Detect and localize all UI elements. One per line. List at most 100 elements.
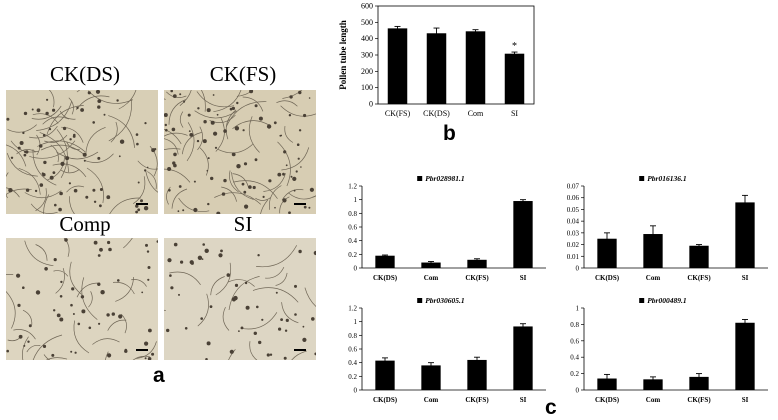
- pollen-grain: [285, 318, 289, 322]
- pollen-grain: [8, 188, 13, 193]
- y-tick-label: 200: [361, 67, 373, 76]
- pollen-tube: [164, 132, 188, 137]
- pollen-grain: [193, 180, 196, 183]
- pollen-tube: [277, 141, 291, 187]
- pollen-grain: [164, 123, 167, 127]
- pollen-tube: [30, 203, 58, 214]
- pollen-tube: [132, 355, 150, 360]
- pollen-grain: [36, 108, 41, 113]
- pollen-grain: [93, 240, 98, 245]
- pollen-grain: [41, 172, 44, 175]
- y-tick-label: 600: [361, 2, 373, 11]
- bar: [689, 245, 709, 268]
- x-tick-label: CK(DS): [595, 274, 620, 282]
- pollen-tube: [248, 116, 260, 153]
- pollen-grain: [51, 353, 55, 357]
- pollen-tube: [13, 329, 36, 340]
- pollen-grain: [147, 278, 150, 281]
- y-tick-label: 0.4: [570, 354, 579, 362]
- x-tick-label: CK(DS): [595, 396, 620, 404]
- pollen-grain: [144, 341, 149, 346]
- pollen-grain: [156, 240, 158, 243]
- pollen-grain: [184, 327, 188, 330]
- micrograph-background: [164, 238, 316, 360]
- pollen-grain: [223, 178, 227, 183]
- pollen-tube: [284, 126, 294, 143]
- pollen-grain: [60, 161, 65, 166]
- pollen-tube: [229, 170, 239, 193]
- pollen-grain: [189, 133, 194, 137]
- pollen-grain: [197, 255, 203, 260]
- pollen-tube: [164, 168, 191, 183]
- pollen-grain: [22, 286, 25, 289]
- pollen-grain: [210, 176, 214, 181]
- pollen-grain: [298, 129, 302, 132]
- pollen-grain: [58, 207, 62, 212]
- pollen-grain: [49, 175, 54, 180]
- pollen-grain: [148, 329, 151, 332]
- pollen-tube: [55, 267, 65, 294]
- pollen-grain: [278, 327, 282, 331]
- legend-swatch: [639, 298, 645, 303]
- pollen-tube: [217, 143, 253, 154]
- pollen-grain: [42, 133, 46, 137]
- scale-bar: [294, 203, 306, 205]
- bar: [467, 259, 487, 268]
- pollen-grain: [275, 291, 278, 294]
- pollen-tube: [6, 152, 38, 177]
- y-tick-label: 0.2: [570, 370, 579, 378]
- pollen-tube: [281, 302, 299, 324]
- pollen-grain: [170, 90, 173, 93]
- pollen-tube: [60, 169, 80, 174]
- x-tick-label: SI: [742, 396, 749, 404]
- pollen-tube: [281, 189, 304, 201]
- y-tick-label: 0.4: [348, 237, 357, 245]
- pollen-tube: [35, 244, 48, 261]
- pollen-grain: [23, 153, 27, 157]
- pollen-grain: [262, 195, 265, 198]
- pollen-grain: [97, 156, 101, 160]
- pollen-grain: [83, 159, 86, 162]
- pollen-grain: [268, 179, 272, 183]
- pollen-grain: [116, 99, 119, 102]
- pollen-tube: [10, 140, 39, 153]
- pollen-tube: [108, 98, 132, 142]
- pollen-grain: [23, 344, 26, 347]
- pollen-tube: [92, 338, 120, 345]
- pollen-grain: [290, 175, 293, 178]
- scale-bar: [136, 203, 148, 205]
- pollen-tube: [178, 197, 210, 212]
- pollen-grain: [223, 129, 227, 133]
- pollen-grain: [206, 341, 211, 346]
- pollen-tube: [179, 111, 184, 128]
- pollen-tube: [136, 341, 157, 359]
- pollen-tube: [104, 351, 109, 360]
- pollen-grain: [97, 254, 101, 257]
- pollen-grain: [210, 120, 215, 125]
- pollen-grain: [43, 160, 47, 165]
- pollen-tube: [6, 274, 14, 275]
- pollen-tube: [288, 192, 316, 200]
- pollen-tube: [231, 172, 254, 200]
- pollen-grain: [169, 274, 172, 277]
- pollen-tube: [81, 277, 98, 320]
- pollen-grain: [135, 210, 139, 214]
- pollen-tube: [179, 90, 192, 106]
- pollen-grain: [252, 185, 256, 190]
- panel-letter-a: a: [153, 364, 165, 387]
- bar: [689, 376, 709, 390]
- pollen-grain: [141, 291, 144, 294]
- pollen-grain: [298, 249, 302, 254]
- pollen-tube: [137, 160, 158, 170]
- x-tick-label: CK(FS): [687, 396, 711, 404]
- pollen-tube: [232, 173, 249, 187]
- pollen-grain: [31, 108, 34, 111]
- y-tick-label: 1: [354, 318, 358, 326]
- pollen-grain: [196, 139, 200, 143]
- pollen-tube: [181, 132, 202, 155]
- pollen-grain: [52, 171, 56, 174]
- pollen-grain: [108, 247, 112, 252]
- bar: [421, 365, 441, 390]
- y-tick-label: 100: [361, 83, 373, 92]
- y-tick-label: 0: [576, 387, 580, 395]
